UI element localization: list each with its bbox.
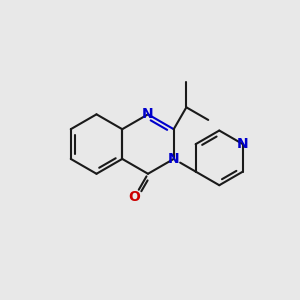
Text: O: O [129, 190, 140, 204]
Text: N: N [237, 137, 249, 151]
Text: N: N [142, 107, 154, 121]
Text: N: N [168, 152, 179, 166]
